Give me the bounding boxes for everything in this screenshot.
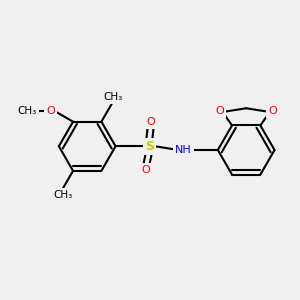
Text: CH₃: CH₃ [53,190,72,200]
Text: O: O [146,117,155,128]
Text: S: S [145,140,154,153]
Text: CH₃: CH₃ [103,92,122,102]
Text: O: O [142,165,151,175]
Text: O: O [215,106,224,116]
Text: O: O [46,106,55,116]
Text: O: O [268,106,277,116]
Text: CH₃: CH₃ [18,106,37,116]
Text: NH: NH [175,145,192,155]
